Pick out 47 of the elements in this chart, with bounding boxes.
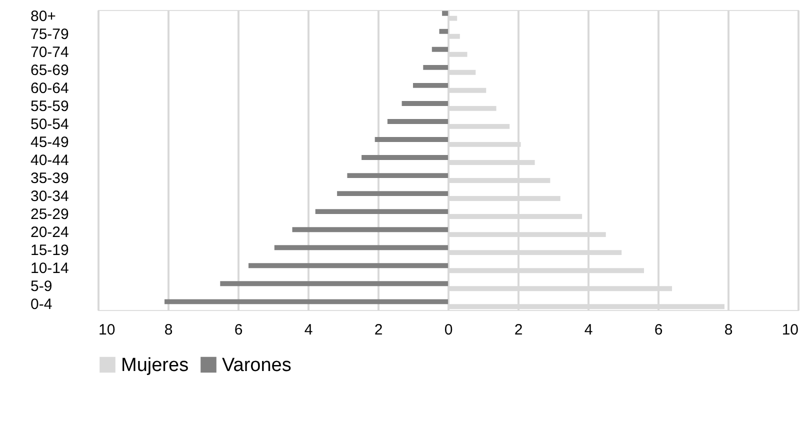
bar	[337, 191, 448, 196]
x-tick-label: 0	[444, 322, 453, 338]
bar	[402, 100, 448, 106]
legend-label: Mujeres	[121, 354, 189, 376]
bar	[292, 227, 448, 232]
bar	[413, 82, 448, 88]
y-tick-label: 45-49	[30, 134, 69, 151]
y-tick-label: 15-19	[30, 242, 69, 260]
y-tick-label: 50-54	[30, 116, 69, 133]
x-tick-label: 2	[374, 322, 383, 338]
y-tick-label: 5-9	[30, 278, 52, 296]
x-tick-label: 6	[234, 322, 243, 338]
y-tick-label: 75-79	[30, 26, 69, 43]
x-tick-label: 4	[584, 322, 593, 338]
x-tick-label: 8	[164, 322, 173, 338]
y-tick-label: 10-14	[30, 260, 69, 278]
bar	[439, 28, 448, 34]
y-tick-label: 0-4	[30, 296, 52, 314]
x-tick-label: 8	[724, 322, 733, 338]
x-tick-label: 6	[654, 322, 663, 338]
bar	[432, 46, 448, 52]
bar	[220, 281, 448, 286]
bar	[387, 119, 448, 124]
x-tick-label: 10	[782, 322, 798, 338]
x-tick-label: 2	[514, 322, 523, 338]
y-tick-label: 60-64	[30, 80, 69, 97]
y-tick-label: 55-59	[30, 98, 69, 115]
y-tick-label: 35-39	[30, 170, 69, 188]
bar	[164, 299, 448, 304]
y-tick-label: 20-24	[30, 224, 69, 242]
bar	[248, 263, 448, 268]
x-tick-label: 4	[304, 322, 313, 338]
legend-label: Varones	[222, 354, 292, 376]
bar	[274, 245, 448, 250]
x-tick-label: 10	[98, 322, 116, 338]
bar	[315, 209, 448, 214]
y-tick-label: 70-74	[30, 44, 69, 61]
y-tick-label: 80+	[30, 8, 56, 25]
y-tick-label: 65-69	[30, 62, 69, 79]
y-tick-label: 40-44	[30, 152, 69, 169]
y-tick-label: 25-29	[30, 206, 69, 224]
y-tick-label: 30-34	[30, 188, 69, 206]
bar	[347, 173, 448, 178]
bar	[423, 64, 448, 70]
bar	[442, 10, 448, 16]
bar	[362, 155, 448, 160]
bar	[374, 137, 448, 142]
